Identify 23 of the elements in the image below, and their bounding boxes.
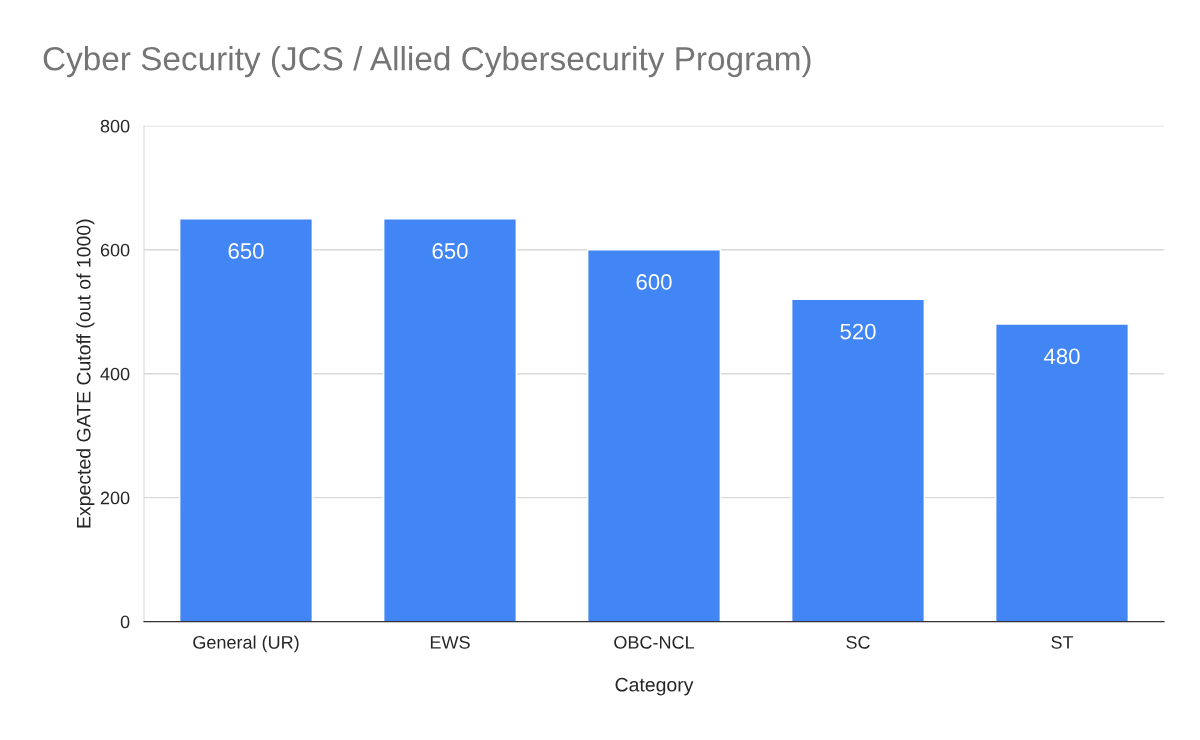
y-axis-title: Expected GATE Cutoff (out of 1000)	[76, 219, 95, 528]
y-tick-label: 800	[100, 119, 130, 133]
data-label: 650	[432, 243, 468, 259]
y-tick-label: 0	[120, 615, 130, 629]
x-tick-label: OBC-NCL	[614, 635, 695, 649]
x-tick-label: EWS	[430, 635, 470, 649]
bar	[179, 218, 313, 622]
chart-title: Cyber Security (JCS / Allied Cybersecurity Program)	[43, 46, 811, 78]
y-tick-label: 400	[100, 367, 130, 381]
y-tick-label: 200	[100, 491, 130, 505]
bar	[587, 249, 721, 622]
data-label: 650	[228, 243, 264, 259]
data-label: 520	[840, 323, 876, 340]
bar	[383, 218, 517, 622]
bar	[995, 323, 1129, 622]
y-tick-label: 600	[100, 243, 130, 257]
x-tick-label: ST	[1051, 635, 1074, 649]
bar	[791, 298, 925, 622]
x-tick-label: SC	[846, 635, 870, 649]
x-tick-label: General (UR)	[193, 635, 299, 653]
data-label: 600	[636, 274, 672, 290]
x-axis-title: Category	[615, 677, 694, 696]
data-label: 480	[1043, 348, 1080, 365]
